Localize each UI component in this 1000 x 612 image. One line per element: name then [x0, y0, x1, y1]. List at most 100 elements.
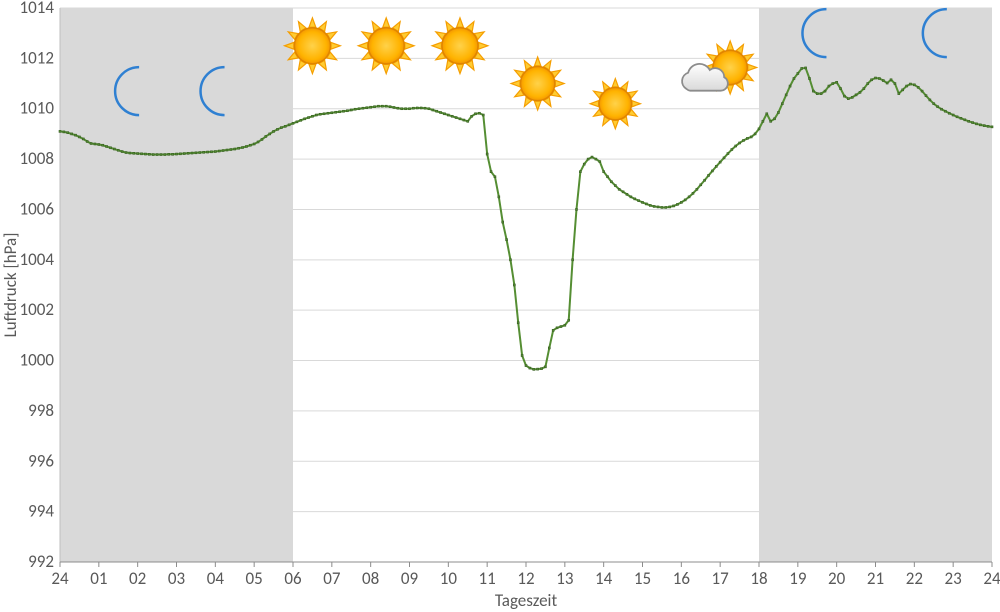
data-marker: [63, 131, 65, 133]
data-marker: [451, 115, 453, 117]
data-marker: [610, 181, 612, 183]
data-marker: [207, 151, 209, 153]
data-marker: [234, 148, 236, 150]
data-marker: [350, 109, 352, 111]
data-marker: [362, 107, 364, 109]
data-marker: [696, 188, 698, 190]
data-marker: [339, 111, 341, 113]
x-tick-label: 06: [284, 568, 302, 589]
data-marker: [754, 133, 756, 135]
data-marker: [261, 138, 263, 140]
data-marker: [249, 144, 251, 146]
x-tick-label: 01: [90, 568, 107, 589]
data-marker: [86, 140, 88, 142]
data-marker: [902, 89, 904, 91]
data-marker: [906, 85, 908, 87]
y-tick-label: 1004: [20, 249, 55, 270]
data-marker: [894, 83, 896, 85]
data-marker: [381, 105, 383, 107]
data-marker: [987, 125, 989, 127]
data-marker: [937, 106, 939, 108]
data-marker: [133, 152, 135, 154]
data-marker: [102, 144, 104, 146]
data-marker: [276, 128, 278, 130]
data-marker: [944, 110, 946, 112]
data-marker: [781, 103, 783, 105]
data-marker: [618, 188, 620, 190]
data-marker: [498, 196, 500, 198]
data-marker: [160, 154, 162, 156]
data-marker: [203, 151, 205, 153]
data-marker: [676, 203, 678, 205]
x-tick-label: 05: [246, 568, 263, 589]
data-marker: [94, 143, 96, 145]
data-marker: [129, 152, 131, 154]
data-marker: [777, 112, 779, 114]
data-marker: [280, 127, 282, 129]
y-tick-label: 1012: [20, 47, 54, 68]
data-marker: [556, 327, 558, 329]
data-marker: [851, 96, 853, 98]
data-marker: [447, 114, 449, 116]
data-marker: [199, 152, 201, 154]
data-marker: [296, 121, 298, 123]
y-tick-label: 1014: [20, 0, 55, 18]
y-tick-label: 996: [28, 450, 54, 471]
data-marker: [603, 171, 605, 173]
data-marker: [653, 205, 655, 207]
data-marker: [443, 113, 445, 115]
data-marker: [152, 154, 154, 156]
data-marker: [459, 118, 461, 120]
data-marker: [168, 153, 170, 155]
data-marker: [269, 133, 271, 135]
data-marker: [960, 117, 962, 119]
sun-icon: [358, 18, 414, 74]
data-marker: [634, 198, 636, 200]
data-marker: [195, 152, 197, 154]
data-marker: [715, 165, 717, 167]
data-marker: [265, 135, 267, 137]
data-marker: [657, 206, 659, 208]
y-tick-label: 1002: [20, 299, 54, 320]
data-marker: [789, 85, 791, 87]
data-marker: [529, 367, 531, 369]
data-marker: [552, 329, 554, 331]
data-marker: [859, 91, 861, 93]
sun-core: [442, 28, 478, 64]
x-axis-label: Tageszeit: [495, 590, 558, 611]
data-marker: [82, 138, 84, 140]
data-marker: [680, 201, 682, 203]
data-marker: [412, 107, 414, 109]
data-marker: [917, 86, 919, 88]
y-tick-label: 992: [28, 551, 54, 572]
data-marker: [572, 259, 574, 261]
data-marker: [750, 136, 752, 138]
data-marker: [125, 152, 127, 154]
data-marker: [521, 355, 523, 357]
data-marker: [288, 124, 290, 126]
data-marker: [346, 110, 348, 112]
y-axis-label: Luftdruck [hPa]: [0, 233, 21, 338]
data-marker: [463, 119, 465, 121]
night-band-0: [60, 8, 293, 562]
data-marker: [109, 147, 111, 149]
data-marker: [137, 153, 139, 155]
data-marker: [708, 174, 710, 176]
data-marker: [913, 84, 915, 86]
data-marker: [638, 200, 640, 202]
data-marker: [156, 154, 158, 156]
data-marker: [471, 115, 473, 117]
y-tick-label: 994: [28, 501, 54, 522]
data-marker: [956, 116, 958, 118]
data-marker: [370, 106, 372, 108]
data-marker: [820, 93, 822, 95]
data-marker: [607, 176, 609, 178]
data-marker: [358, 108, 360, 110]
data-marker: [642, 201, 644, 203]
data-marker: [98, 143, 100, 145]
pressure-chart: 9929949969981000100210041006100810101012…: [0, 0, 1000, 612]
sun-core: [599, 87, 631, 119]
data-marker: [929, 99, 931, 101]
x-tick-label: 04: [207, 568, 225, 589]
data-marker: [389, 106, 391, 108]
